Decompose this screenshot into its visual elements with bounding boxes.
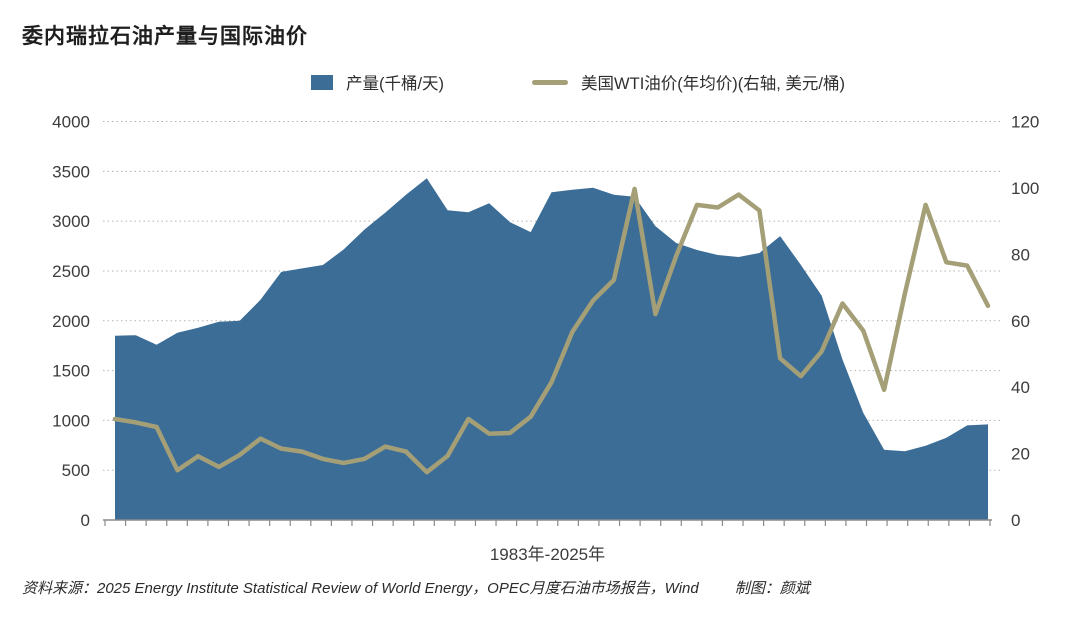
source-note: 资料来源：2025 Energy Institute Statistical R… [22,580,699,597]
production-area [115,178,988,521]
footer: 资料来源：2025 Energy Institute Statistical R… [22,577,1062,598]
left-axis-tick-label: 2500 [52,262,90,281]
left-axis-tick-label: 1000 [52,411,90,430]
right-axis-tick-label: 40 [1011,378,1030,397]
left-axis-tick-label: 500 [62,461,90,480]
left-axis-tick-label: 4000 [52,113,90,132]
left-axis-tick-label: 1500 [52,362,90,381]
wti-line-swatch-icon [532,79,569,85]
wti-line [112,186,991,475]
legend-label-wti: 美国WTI油价(年均价)(右轴, 美元/桶) [581,75,846,93]
production-area-swatch-icon [310,74,333,90]
right-axis-tick-label: 60 [1011,312,1030,331]
right-axis-tick-label: 0 [1011,511,1020,530]
right-axis-tick-label: 120 [1011,113,1039,132]
right-axis-tick-label: 20 [1011,445,1030,464]
x-axis-label: 1983年-2025年 [489,545,606,564]
credit-note: 制图：颜斌 [734,580,810,597]
right-axis-tick-label: 80 [1011,245,1030,264]
left-axis-tick-label: 3500 [52,162,90,181]
left-axis-tick-label: 2000 [52,312,90,331]
legend-item-wti: 美国WTI油价(年均价)(右轴, 美元/桶) [532,70,845,94]
legend-label-production: 产量(千桶/天) [345,75,445,93]
right-axis-tick-label: 100 [1011,179,1039,198]
chart-title: 委内瑞拉石油产量与国际油价 [22,25,308,48]
left-axis-tick-label: 0 [81,511,90,530]
legend-item-production: 产量(千桶/天) [310,70,445,94]
left-axis-tick-label: 3000 [52,212,90,231]
legend: 产量(千桶/天) 美国WTI油价(年均价)(右轴, 美元/桶) [38,70,1080,94]
